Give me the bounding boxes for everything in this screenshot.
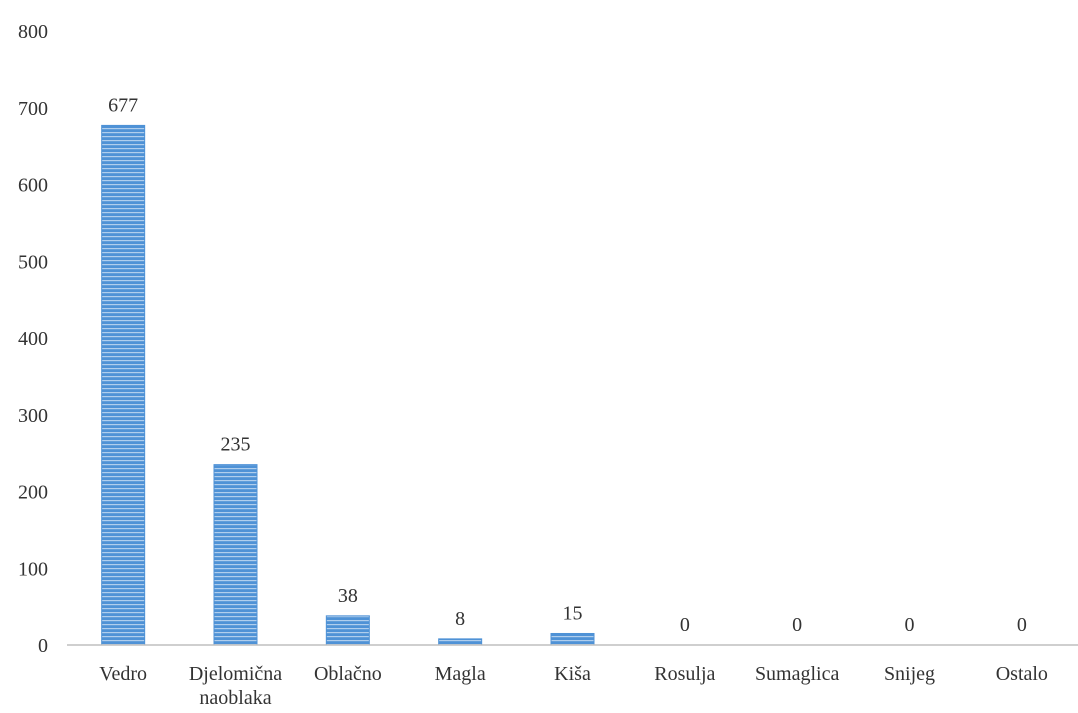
category-label-line: Magla: [435, 663, 486, 685]
data-label: 38: [338, 585, 358, 607]
y-tick-label: 300: [18, 405, 48, 427]
category-label-line: Rosulja: [654, 663, 715, 685]
category-label: Snijeg: [884, 663, 935, 685]
category-label-line: Sumaglica: [755, 663, 840, 685]
data-label: 235: [221, 434, 251, 456]
bar: [325, 615, 370, 646]
category-label: Magla: [435, 663, 486, 685]
category-label: Vedro: [99, 663, 147, 685]
bar: [550, 632, 595, 646]
data-label: 0: [792, 614, 802, 636]
category-label: Oblačno: [314, 663, 382, 685]
category-label: Rosulja: [654, 663, 715, 685]
category-label-line: naoblaka: [199, 687, 271, 709]
category-label-line: Djelomična: [189, 663, 282, 685]
y-tick-label: 200: [18, 482, 48, 504]
data-label: 8: [455, 608, 465, 630]
bar: [101, 124, 146, 646]
data-label: 677: [108, 94, 138, 116]
category-label-line: Snijeg: [884, 663, 935, 685]
y-tick-label: 700: [18, 98, 48, 120]
data-label: 0: [680, 614, 690, 636]
y-tick-label: 600: [18, 175, 48, 197]
category-label: Djelomična naoblaka: [189, 663, 282, 709]
y-tick-label: 500: [18, 251, 48, 273]
category-labels: Vedro Djelomična naoblaka Oblačno Magla Kiša R…: [99, 663, 1048, 709]
category-label: Kiša: [554, 663, 591, 685]
y-tick-label: 400: [18, 328, 48, 350]
bar: [213, 464, 258, 646]
data-labels: 677 235 38 8 15 0 0 0 0: [108, 94, 1027, 636]
data-label: 0: [905, 614, 915, 636]
y-tick-label: 100: [18, 558, 48, 580]
bar: [438, 638, 483, 646]
category-label: Sumaglica: [755, 663, 840, 685]
category-label-line: Vedro: [99, 663, 147, 685]
y-tick-label: 0: [38, 635, 48, 657]
bars: [101, 124, 595, 646]
category-label-line: Ostalo: [996, 663, 1048, 685]
data-label: 15: [563, 602, 583, 624]
y-tick-label: 800: [18, 21, 48, 43]
y-axis-ticks: 0 100 200 300 400 500 600 700 800: [18, 21, 48, 657]
category-label: Ostalo: [996, 663, 1048, 685]
category-label-line: Kiša: [554, 663, 591, 685]
data-label: 0: [1017, 614, 1027, 636]
category-label-line: Oblačno: [314, 663, 382, 685]
